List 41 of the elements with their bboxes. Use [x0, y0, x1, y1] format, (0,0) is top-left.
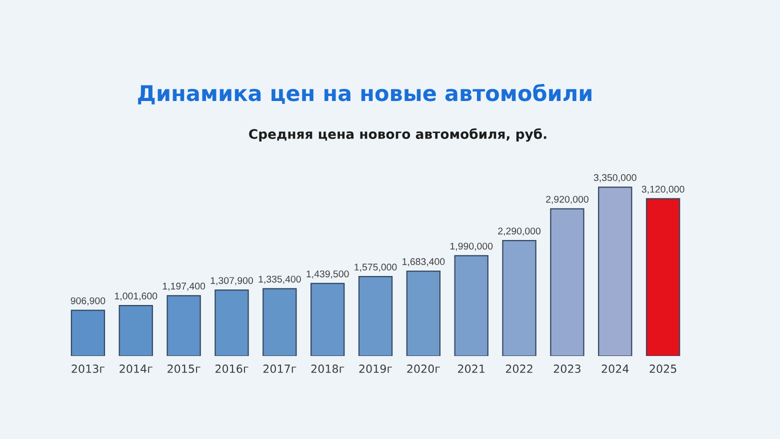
data-label: 1,197,400 — [162, 282, 206, 291]
x-tick-label: 2019г — [359, 364, 392, 373]
x-tick-label: 2025 — [650, 364, 676, 373]
bar — [550, 208, 584, 356]
bar — [214, 290, 249, 356]
bar — [310, 282, 345, 356]
x-tick-label: 2021 — [458, 364, 484, 373]
bar — [166, 295, 201, 356]
data-label: 3,120,000 — [642, 186, 684, 194]
bar — [406, 270, 441, 356]
data-label: 1,335,400 — [258, 276, 301, 284]
bar — [358, 276, 393, 356]
x-tick-label: 2013г — [72, 364, 104, 373]
x-tick-label: 2022 — [506, 364, 532, 373]
data-label: 1,683,400 — [402, 258, 445, 266]
data-label: 1,001,600 — [115, 292, 158, 301]
x-tick-label: 2014г — [120, 364, 152, 373]
chart-title: Динамика цен на новые автомобили — [138, 84, 592, 104]
data-label: 2,290,000 — [498, 228, 541, 236]
bar — [118, 304, 153, 356]
x-tick-label: 2015г — [168, 364, 200, 373]
x-tick-label: 2018г — [311, 364, 344, 373]
data-label: 1,575,000 — [354, 264, 397, 272]
bar — [598, 186, 632, 356]
data-label: 1,990,000 — [450, 242, 493, 251]
bar — [646, 198, 680, 356]
x-tick-label: 2023 — [554, 364, 580, 373]
data-label: 1,439,500 — [306, 270, 349, 279]
x-tick-label: 2024 — [602, 364, 629, 373]
bar — [502, 240, 536, 356]
x-tick-label: 2017г — [263, 364, 296, 373]
bar — [70, 310, 106, 356]
bar — [262, 288, 297, 356]
data-label: 906,900 — [70, 297, 106, 306]
x-tick-label: 2020г — [407, 364, 440, 373]
bar — [454, 255, 488, 356]
data-label: 2,920,000 — [546, 196, 588, 204]
x-tick-label: 2016г — [215, 364, 248, 373]
chart-subtitle: Средняя цена нового автомобиля, руб. — [249, 128, 546, 142]
data-label: 3,350,000 — [594, 174, 636, 182]
data-label: 1,307,900 — [210, 277, 253, 286]
